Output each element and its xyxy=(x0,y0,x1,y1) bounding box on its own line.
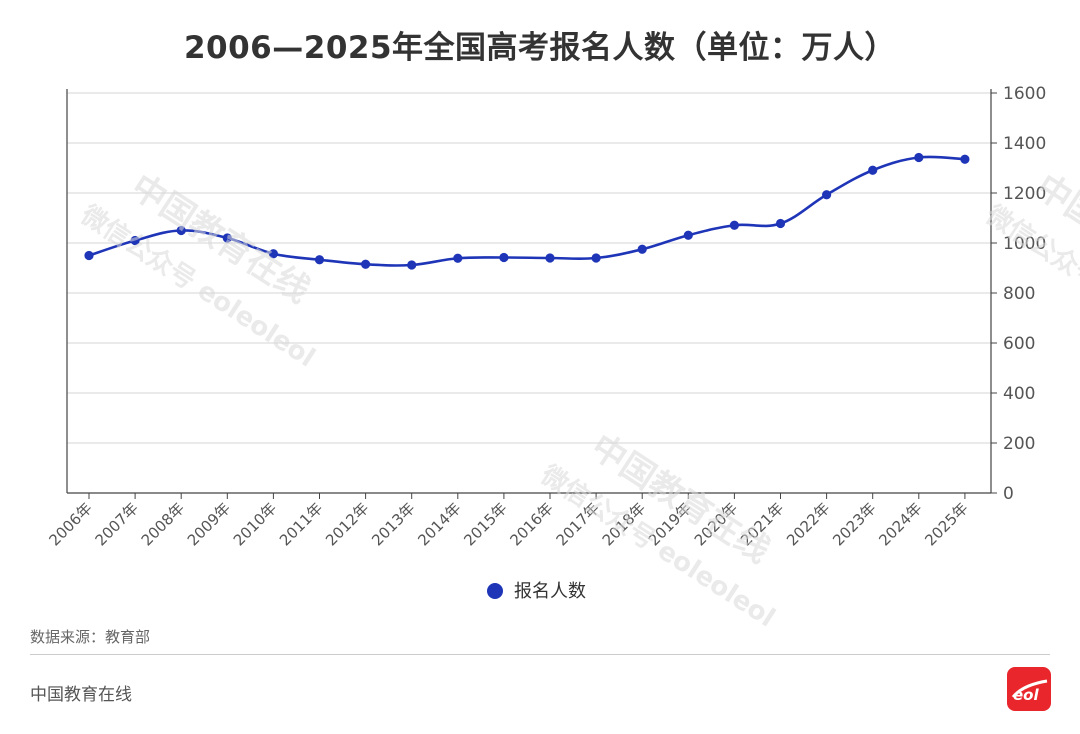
x-tick-label: 2010年 xyxy=(230,499,280,549)
y-tick-labels: 0 200 400 600 800 1000 1200 1400 1600 xyxy=(1003,84,1046,504)
data-point xyxy=(361,259,371,269)
y-tick-label: 1600 xyxy=(1003,84,1046,104)
data-point xyxy=(683,230,693,240)
legend: 报名人数 xyxy=(487,581,586,602)
brand-name: 中国教育在线 xyxy=(30,685,132,705)
y-tick-label: 400 xyxy=(1003,384,1035,404)
data-point xyxy=(453,253,463,263)
data-point xyxy=(868,165,878,175)
data-point xyxy=(960,154,970,164)
data-point xyxy=(637,244,647,254)
chart-title: 2006—2025年全国高考报名人数（单位：万人） xyxy=(183,30,897,66)
divider xyxy=(30,654,1050,655)
y-tick-label: 600 xyxy=(1003,334,1035,354)
grid-lines xyxy=(67,92,991,444)
x-tick-label: 2007年 xyxy=(92,499,142,549)
x-tick-label: 2006年 xyxy=(45,499,95,549)
y-tick-label: 200 xyxy=(1003,434,1035,454)
data-point xyxy=(84,250,94,261)
data-point xyxy=(545,253,555,263)
y-tick-label: 1400 xyxy=(1003,134,1046,154)
data-point xyxy=(407,260,417,270)
axes xyxy=(66,89,997,499)
legend-marker xyxy=(487,583,503,599)
y-tick-label: 0 xyxy=(1003,484,1014,504)
x-tick-label: 2022年 xyxy=(783,499,833,549)
y-tick-label: 1000 xyxy=(1003,234,1046,254)
data-point xyxy=(314,255,325,265)
svg-text:eol: eol xyxy=(1013,686,1039,704)
x-tick-label: 2011年 xyxy=(276,499,326,549)
legend-label: 报名人数 xyxy=(514,581,586,602)
x-tick-label: 2008年 xyxy=(138,499,188,549)
data-point xyxy=(729,220,740,230)
series-group xyxy=(84,152,970,270)
data-point xyxy=(268,249,278,259)
x-tick-label: 2015年 xyxy=(460,499,510,549)
data-point xyxy=(591,253,601,263)
x-tick-label: 2024年 xyxy=(875,499,925,549)
data-source: 数据来源：教育部 xyxy=(30,628,151,646)
data-point xyxy=(914,152,924,163)
x-tick-label: 2009年 xyxy=(184,499,234,549)
x-tick-label: 2016年 xyxy=(506,499,556,549)
y-tick-label: 800 xyxy=(1003,284,1035,304)
x-tick-label: 2014年 xyxy=(414,499,464,549)
data-point xyxy=(775,218,786,229)
x-tick-label: 2012年 xyxy=(322,499,372,549)
x-tick-label: 2025年 xyxy=(921,499,971,549)
eol-logo[interactable]: eol xyxy=(1007,667,1051,711)
data-point xyxy=(222,233,232,243)
x-tick-label: 2023年 xyxy=(829,499,879,549)
data-point xyxy=(822,190,832,200)
x-tick-label: 2013年 xyxy=(368,499,418,549)
data-point xyxy=(176,225,186,236)
data-point xyxy=(130,235,140,246)
line-chart: 0 200 400 600 800 1000 1200 1400 1600 2006年2007年… xyxy=(45,84,1046,602)
y-tick-label: 1200 xyxy=(1003,184,1046,204)
data-point xyxy=(499,252,509,263)
x-tick-labels: 2006年2007年2008年2009年2010年2011年2012年2013年… xyxy=(45,499,971,549)
